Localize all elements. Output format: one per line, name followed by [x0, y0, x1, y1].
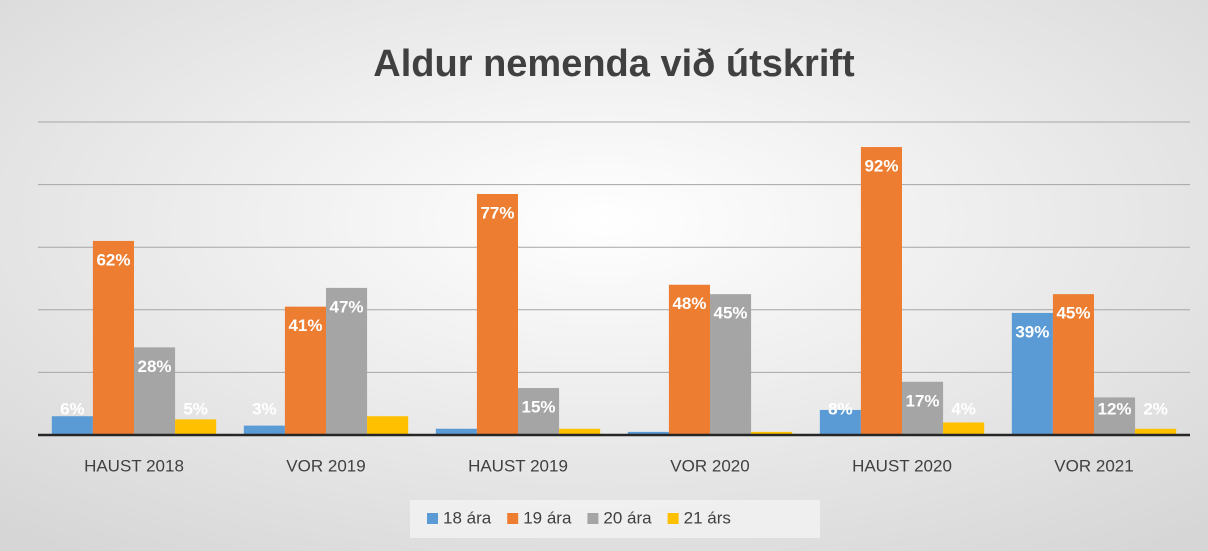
data-label: 77%	[480, 203, 514, 222]
data-label: 62%	[96, 250, 130, 269]
bar	[518, 388, 560, 435]
bar	[1094, 397, 1136, 435]
bar	[902, 381, 944, 435]
bar	[326, 287, 368, 435]
data-label: 5%	[183, 399, 208, 418]
data-label: 47%	[330, 297, 364, 316]
bar	[819, 409, 861, 435]
legend-swatch	[587, 513, 599, 524]
data-label: 39%	[1015, 322, 1049, 341]
bar	[627, 431, 669, 435]
bar	[668, 284, 710, 435]
data-label: 45%	[1056, 304, 1090, 323]
bar	[435, 428, 477, 435]
data-label: 92%	[864, 157, 898, 176]
bar	[860, 147, 902, 436]
bar	[243, 425, 285, 435]
chart-title: Aldur nemenda við útskrift	[373, 43, 855, 85]
data-label: 12%	[1098, 399, 1132, 418]
bar	[175, 419, 217, 435]
legend-box	[410, 500, 820, 538]
data-label: 4%	[951, 399, 976, 418]
bar	[284, 306, 326, 435]
bar	[476, 193, 518, 435]
data-label: 17%	[906, 391, 940, 410]
bar	[710, 294, 752, 435]
data-label: 28%	[138, 357, 172, 376]
legend-swatch	[667, 513, 679, 524]
bar	[1052, 294, 1094, 435]
legend-label: 21 árs	[684, 508, 731, 527]
x-tick-label: HAUST 2020	[852, 456, 952, 475]
data-label: 2%	[1143, 399, 1168, 418]
data-label: 48%	[672, 294, 706, 313]
legend-swatch	[427, 513, 438, 524]
bar	[51, 416, 93, 435]
data-label: 45%	[714, 304, 748, 323]
bar	[134, 347, 176, 435]
bar	[559, 428, 601, 435]
bar	[1011, 312, 1053, 435]
x-tick-label: HAUST 2018	[84, 456, 184, 475]
bar	[367, 416, 409, 435]
data-label: 8%	[828, 399, 853, 418]
data-label: 6%	[60, 399, 85, 418]
legend-label: 19 ára	[523, 508, 572, 527]
legend-swatch	[507, 513, 519, 524]
x-tick-label: VOR 2021	[1054, 456, 1133, 475]
x-tick-label: HAUST 2019	[468, 456, 568, 475]
bar	[751, 431, 793, 435]
data-label: 3%	[252, 399, 277, 418]
bar	[1135, 428, 1177, 435]
data-label: 15%	[522, 398, 556, 417]
x-tick-label: VOR 2019	[286, 456, 365, 475]
bar	[943, 422, 985, 435]
bar	[92, 240, 134, 435]
legend-label: 18 ára	[443, 508, 492, 527]
data-label: 41%	[288, 316, 322, 335]
legend-label: 20 ára	[603, 508, 652, 527]
x-tick-label: VOR 2020	[670, 456, 749, 475]
